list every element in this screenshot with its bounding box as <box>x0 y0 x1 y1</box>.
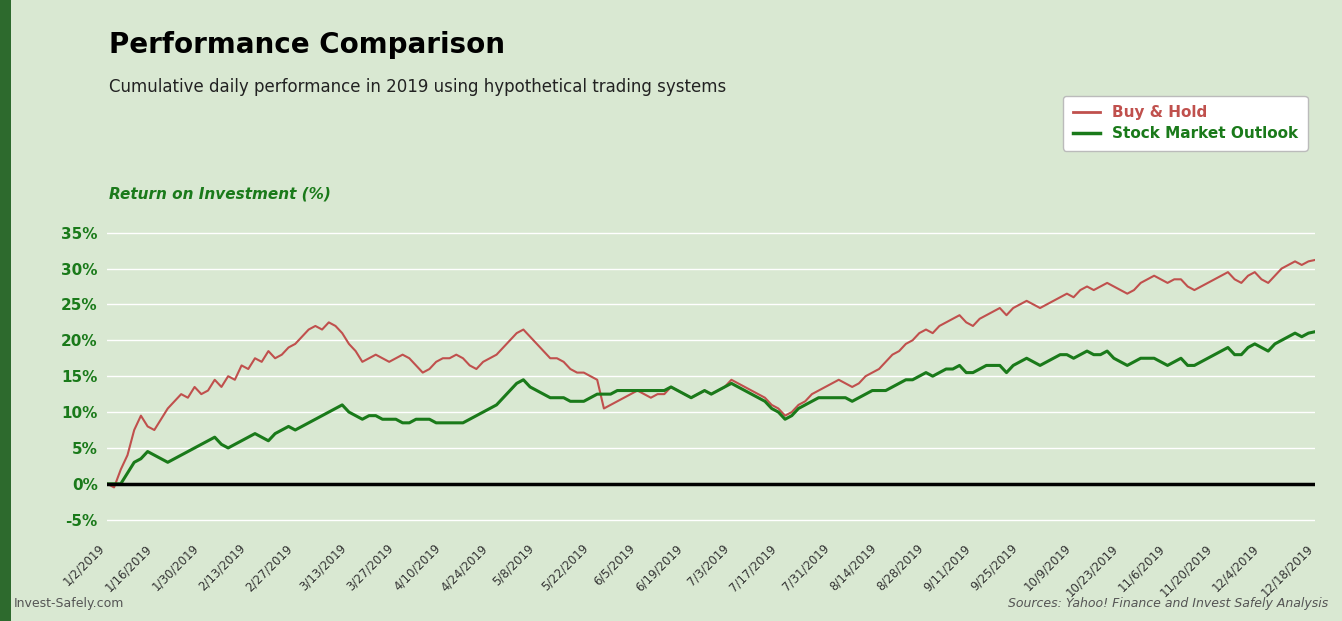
Text: Sources: Yahoo! Finance and Invest Safely Analysis: Sources: Yahoo! Finance and Invest Safel… <box>1008 597 1329 610</box>
Legend: Buy & Hold, Stock Market Outlook: Buy & Hold, Stock Market Outlook <box>1063 96 1307 150</box>
Text: Cumulative daily performance in 2019 using hypothetical trading systems: Cumulative daily performance in 2019 usi… <box>109 78 726 96</box>
Text: Invest-Safely.com: Invest-Safely.com <box>13 597 123 610</box>
Text: Performance Comparison: Performance Comparison <box>109 31 505 59</box>
Text: Return on Investment (%): Return on Investment (%) <box>109 187 330 202</box>
